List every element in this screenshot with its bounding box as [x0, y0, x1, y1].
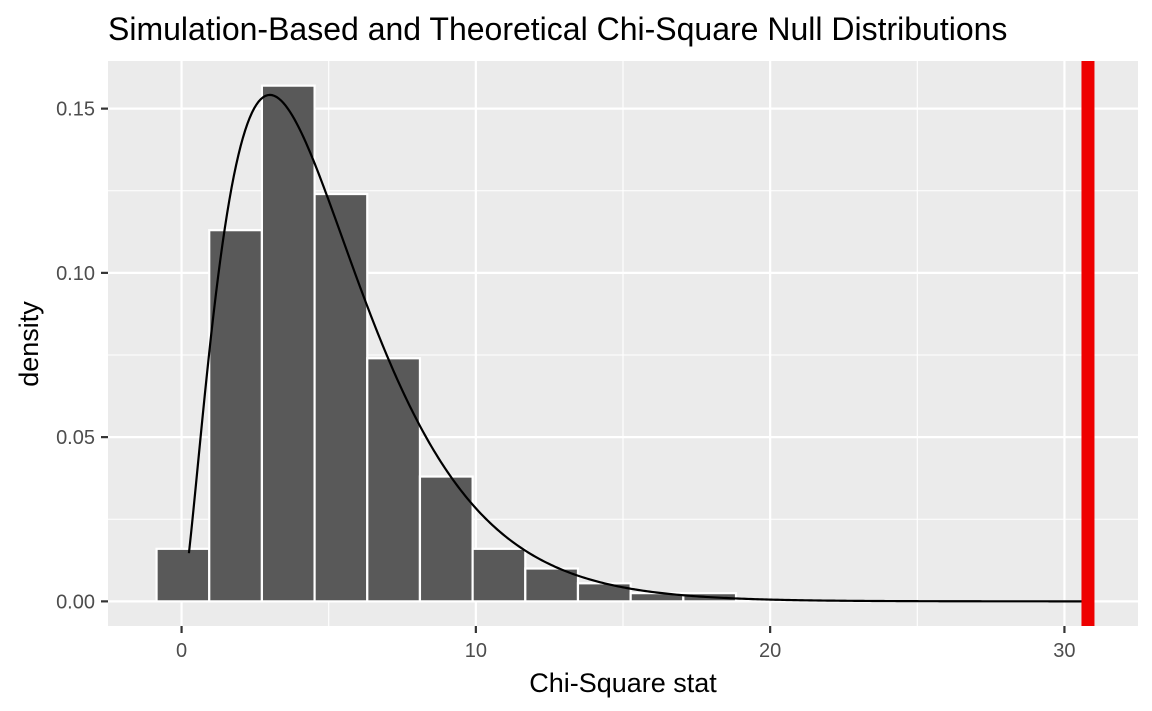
x-tick-label: 20	[759, 640, 781, 662]
y-tick-label: 0.15	[56, 99, 95, 121]
histogram-bar	[418, 475, 474, 603]
theoretical-density-curve	[187, 93, 1088, 603]
histogram-bar	[155, 547, 211, 603]
histogram-bar	[260, 84, 316, 603]
y-axis-ticks: 0.00 0.05 0.10 0.15	[56, 99, 108, 613]
observed-stat-line	[1081, 61, 1095, 626]
x-tick-label: 30	[1053, 640, 1075, 662]
histogram-bar	[524, 567, 580, 603]
y-tick-label: 0.05	[56, 427, 95, 449]
observed-stat-marker-group	[1081, 61, 1095, 626]
histogram-bar	[576, 582, 632, 603]
y-tick-label: 0.00	[56, 591, 95, 613]
x-axis-title: Chi-Square stat	[529, 668, 717, 698]
y-tick-label: 0.10	[56, 263, 95, 285]
x-tick-label: 10	[465, 640, 487, 662]
histogram-bar	[471, 547, 527, 603]
x-axis-ticks: 0 10 20 30	[176, 626, 1076, 662]
histogram-bar	[366, 357, 422, 603]
chart-title: Simulation-Based and Theoretical Chi-Squ…	[108, 11, 1007, 47]
histogram-bar	[313, 192, 369, 603]
x-tick-label: 0	[176, 640, 187, 662]
y-axis-title: density	[14, 301, 44, 387]
histogram-bars	[155, 84, 738, 603]
